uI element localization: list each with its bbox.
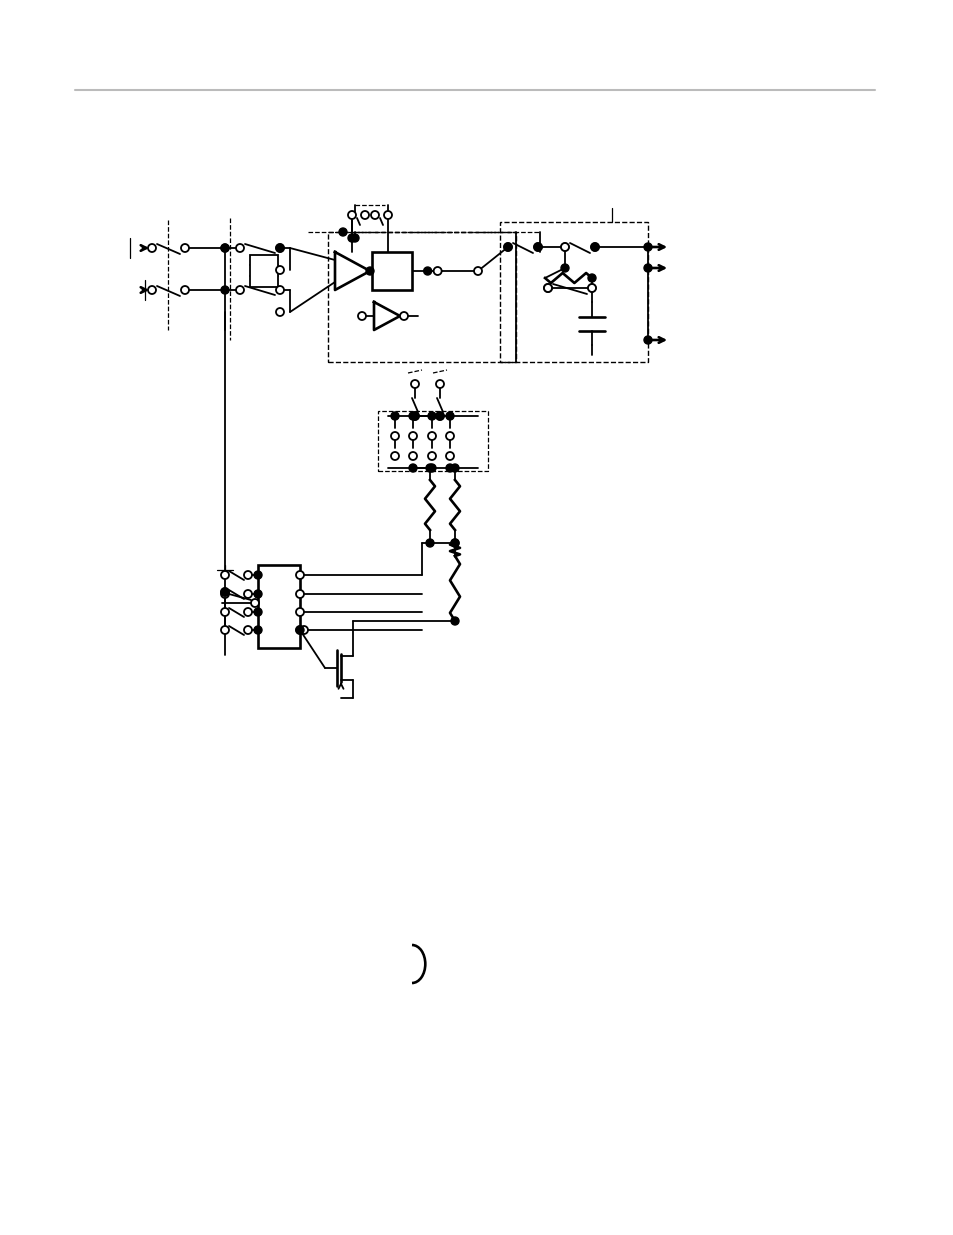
- Circle shape: [428, 464, 436, 472]
- Circle shape: [587, 284, 596, 291]
- Circle shape: [446, 464, 454, 472]
- Circle shape: [221, 571, 229, 579]
- Circle shape: [148, 245, 156, 252]
- Circle shape: [560, 243, 568, 251]
- Circle shape: [221, 588, 229, 597]
- Circle shape: [384, 211, 392, 219]
- Circle shape: [423, 267, 431, 275]
- Circle shape: [426, 538, 434, 547]
- Circle shape: [221, 245, 229, 252]
- Circle shape: [587, 274, 596, 282]
- Circle shape: [503, 243, 512, 251]
- Circle shape: [590, 243, 598, 251]
- Circle shape: [351, 233, 358, 242]
- Circle shape: [244, 608, 252, 616]
- Circle shape: [560, 264, 568, 272]
- Circle shape: [253, 590, 262, 598]
- Circle shape: [474, 267, 481, 275]
- Circle shape: [360, 211, 369, 219]
- Circle shape: [253, 571, 262, 579]
- Circle shape: [643, 336, 651, 345]
- Circle shape: [560, 243, 568, 251]
- Circle shape: [543, 284, 552, 291]
- Circle shape: [590, 243, 598, 251]
- Circle shape: [451, 464, 458, 472]
- Circle shape: [436, 412, 443, 420]
- Circle shape: [221, 590, 229, 598]
- Circle shape: [426, 464, 434, 472]
- Circle shape: [534, 243, 541, 251]
- Circle shape: [275, 266, 284, 274]
- Circle shape: [295, 571, 304, 579]
- Circle shape: [587, 284, 596, 291]
- Circle shape: [428, 452, 436, 459]
- Circle shape: [275, 308, 284, 316]
- Circle shape: [181, 287, 189, 294]
- Circle shape: [244, 571, 252, 579]
- Circle shape: [181, 245, 189, 252]
- Circle shape: [411, 412, 418, 420]
- Circle shape: [221, 287, 229, 294]
- Circle shape: [411, 380, 418, 388]
- Circle shape: [148, 287, 156, 294]
- Circle shape: [235, 287, 244, 294]
- Circle shape: [428, 432, 436, 440]
- Circle shape: [399, 312, 408, 320]
- Circle shape: [357, 312, 366, 320]
- Circle shape: [253, 608, 262, 616]
- Circle shape: [221, 245, 229, 252]
- Circle shape: [299, 626, 308, 634]
- Circle shape: [436, 380, 443, 388]
- Circle shape: [434, 267, 441, 275]
- Circle shape: [643, 243, 651, 251]
- Circle shape: [221, 626, 229, 634]
- Circle shape: [295, 590, 304, 598]
- Circle shape: [221, 588, 229, 597]
- Bar: [372, 252, 412, 290]
- Bar: [257, 564, 299, 648]
- Bar: [499, 222, 647, 362]
- Circle shape: [534, 243, 541, 251]
- Circle shape: [643, 264, 651, 272]
- Circle shape: [253, 626, 262, 634]
- Circle shape: [348, 211, 355, 219]
- Circle shape: [409, 412, 416, 420]
- Circle shape: [366, 267, 374, 275]
- Circle shape: [338, 228, 347, 236]
- Circle shape: [275, 245, 284, 252]
- Circle shape: [275, 287, 284, 294]
- Circle shape: [244, 590, 252, 598]
- Circle shape: [295, 608, 304, 616]
- Circle shape: [295, 626, 304, 634]
- Circle shape: [275, 245, 284, 252]
- Circle shape: [348, 233, 355, 242]
- Circle shape: [251, 599, 258, 606]
- Circle shape: [436, 412, 443, 420]
- Bar: [377, 411, 488, 471]
- Circle shape: [391, 452, 398, 459]
- Circle shape: [543, 284, 552, 291]
- Circle shape: [451, 538, 458, 547]
- Circle shape: [428, 412, 436, 420]
- Bar: [250, 254, 277, 287]
- Circle shape: [503, 243, 512, 251]
- Circle shape: [446, 452, 454, 459]
- Circle shape: [391, 412, 398, 420]
- Bar: [328, 232, 516, 362]
- Circle shape: [221, 608, 229, 616]
- Circle shape: [371, 211, 378, 219]
- Circle shape: [451, 538, 458, 547]
- Circle shape: [244, 626, 252, 634]
- Circle shape: [409, 432, 416, 440]
- Circle shape: [446, 432, 454, 440]
- Circle shape: [295, 626, 304, 634]
- Circle shape: [446, 412, 454, 420]
- Circle shape: [411, 412, 418, 420]
- Circle shape: [409, 452, 416, 459]
- Circle shape: [451, 618, 458, 625]
- Circle shape: [235, 245, 244, 252]
- Circle shape: [391, 432, 398, 440]
- Circle shape: [409, 464, 416, 472]
